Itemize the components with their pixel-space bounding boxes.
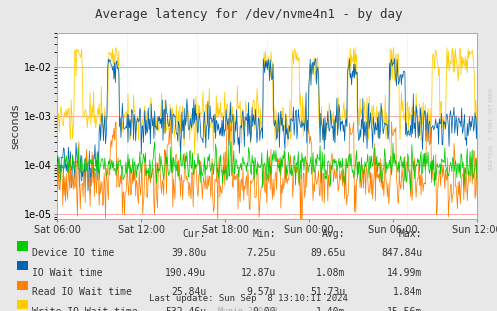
Text: Max:: Max: <box>399 229 422 239</box>
Text: Munin 2.0.73: Munin 2.0.73 <box>219 307 278 311</box>
Text: Last update: Sun Sep  8 13:10:11 2024: Last update: Sun Sep 8 13:10:11 2024 <box>149 294 348 303</box>
Text: Min:: Min: <box>252 229 276 239</box>
Text: 1.08m: 1.08m <box>316 268 345 278</box>
Text: 9.57u: 9.57u <box>247 287 276 297</box>
Text: 847.84u: 847.84u <box>381 248 422 258</box>
Text: Device IO time: Device IO time <box>32 248 114 258</box>
Text: Write IO Wait time: Write IO Wait time <box>32 307 138 311</box>
Text: 89.65u: 89.65u <box>310 248 345 258</box>
Y-axis label: seconds: seconds <box>11 103 21 149</box>
Text: 51.73u: 51.73u <box>310 287 345 297</box>
Text: RRDTOOL / TOBI OETIKER: RRDTOOL / TOBI OETIKER <box>489 87 494 169</box>
Text: 1.84m: 1.84m <box>393 287 422 297</box>
Text: 7.25u: 7.25u <box>247 248 276 258</box>
Text: Average latency for /dev/nvme4n1 - by day: Average latency for /dev/nvme4n1 - by da… <box>95 8 402 21</box>
Text: 15.56m: 15.56m <box>387 307 422 311</box>
Text: 532.46u: 532.46u <box>165 307 206 311</box>
Text: 1.40m: 1.40m <box>316 307 345 311</box>
Text: 0.00: 0.00 <box>252 307 276 311</box>
Text: Cur:: Cur: <box>183 229 206 239</box>
Text: 12.87u: 12.87u <box>241 268 276 278</box>
Text: Avg:: Avg: <box>322 229 345 239</box>
Text: 190.49u: 190.49u <box>165 268 206 278</box>
Text: IO Wait time: IO Wait time <box>32 268 103 278</box>
Text: 14.99m: 14.99m <box>387 268 422 278</box>
Text: 25.84u: 25.84u <box>171 287 206 297</box>
Text: Read IO Wait time: Read IO Wait time <box>32 287 132 297</box>
Text: 39.80u: 39.80u <box>171 248 206 258</box>
